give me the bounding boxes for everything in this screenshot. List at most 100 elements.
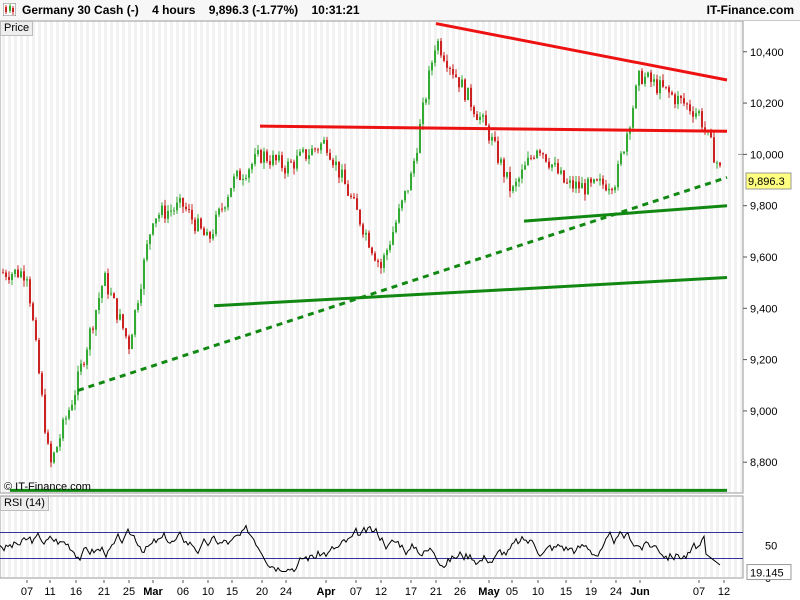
- rsi-line: [0, 524, 721, 573]
- time-band: [566, 21, 569, 493]
- candle-body: [566, 182, 568, 184]
- rsi-pane-label: RSI (14): [0, 496, 49, 511]
- time-band: [602, 21, 605, 493]
- candle-body: [416, 152, 418, 161]
- time-tick-label: 07: [350, 586, 362, 598]
- candle-body: [521, 169, 523, 179]
- candle-body: [524, 165, 526, 170]
- time-band: [290, 497, 293, 577]
- candle-body: [452, 68, 454, 75]
- time-tick-label: Jun: [630, 586, 650, 598]
- candle-body: [674, 94, 676, 105]
- candlesticks: [2, 38, 721, 468]
- time-band: [740, 497, 743, 577]
- candle-body: [230, 188, 232, 197]
- candle-body: [137, 303, 139, 310]
- candle-body: [560, 170, 562, 174]
- candle-body: [515, 181, 517, 187]
- candle-body: [314, 148, 316, 150]
- candle-body: [626, 133, 628, 152]
- time-band: [476, 21, 479, 493]
- time-band: [68, 21, 71, 493]
- time-band: [158, 497, 161, 577]
- time-band: [470, 21, 473, 493]
- time-band: [74, 497, 77, 577]
- time-tick-label: 12: [718, 586, 730, 598]
- candle-body: [485, 115, 487, 126]
- time-tick-label: 24: [610, 586, 622, 598]
- time-band: [260, 497, 263, 577]
- time-band: [530, 21, 533, 493]
- time-band: [140, 497, 143, 577]
- time-band: [188, 497, 191, 577]
- candle-body: [581, 183, 583, 189]
- candle-body: [704, 127, 706, 131]
- candle-body: [509, 171, 511, 192]
- time-band: [116, 21, 119, 493]
- candle-body: [68, 410, 70, 419]
- candle-body: [35, 320, 37, 340]
- time-tick-label: 26: [454, 586, 466, 598]
- time-band: [626, 21, 629, 493]
- candle-body: [446, 60, 448, 68]
- time-band: [134, 497, 137, 577]
- time-band: [590, 21, 593, 493]
- candle-body: [338, 161, 340, 178]
- time-tick-label: 07: [21, 586, 33, 598]
- candle-body: [224, 207, 226, 209]
- time-band: [428, 21, 431, 493]
- candle-body: [467, 87, 469, 101]
- time-band: [74, 21, 77, 493]
- time-band: [740, 21, 743, 493]
- time-band: [326, 21, 329, 493]
- candle-body: [386, 249, 388, 256]
- time-band: [434, 497, 437, 577]
- time-band: [518, 497, 521, 577]
- time-band: [446, 21, 449, 493]
- price-tick-label: 10,400: [750, 47, 784, 59]
- candle-body: [572, 180, 574, 189]
- time-band: [218, 21, 221, 493]
- time-band: [308, 497, 311, 577]
- resistance-line: [259, 124, 728, 133]
- candle-body: [641, 70, 643, 84]
- time-band: [422, 21, 425, 493]
- candle-body: [83, 363, 85, 365]
- time-band: [56, 21, 59, 493]
- candle-body: [308, 155, 310, 159]
- candle-body: [14, 269, 16, 274]
- time-band: [128, 497, 131, 577]
- candle-body: [683, 98, 685, 104]
- time-band: [140, 21, 143, 493]
- candle-body: [275, 155, 277, 161]
- candle-body: [236, 170, 238, 177]
- candle-body: [365, 232, 367, 235]
- time-band: [608, 497, 611, 577]
- time-band: [344, 21, 347, 493]
- candle-body: [341, 169, 343, 178]
- time-band: [296, 21, 299, 493]
- candle-body: [56, 446, 58, 453]
- time-band: [44, 21, 47, 493]
- candle-body: [368, 232, 370, 248]
- candle-body: [32, 303, 34, 321]
- time-band: [416, 497, 419, 577]
- candle-body: [263, 151, 265, 163]
- candle-body: [95, 310, 97, 330]
- time-band: [566, 497, 569, 577]
- time-band: [596, 21, 599, 493]
- price-axis: 8,800 9,000 9,200 9,400 9,600 9,800 10,000 10,2…: [743, 21, 800, 493]
- time-band: [392, 21, 395, 493]
- time-band: [638, 21, 641, 493]
- candle-body: [473, 106, 475, 115]
- candle-body: [119, 314, 121, 320]
- price-tick-label: 9,400: [750, 303, 778, 315]
- candle-body: [323, 139, 325, 144]
- time-band: [116, 497, 119, 577]
- candle-body: [26, 279, 28, 281]
- candle-body: [17, 269, 19, 278]
- candle-body: [545, 154, 547, 162]
- candle-body: [497, 140, 499, 163]
- candle-body: [491, 136, 493, 141]
- time-tick-label: 21: [430, 586, 442, 598]
